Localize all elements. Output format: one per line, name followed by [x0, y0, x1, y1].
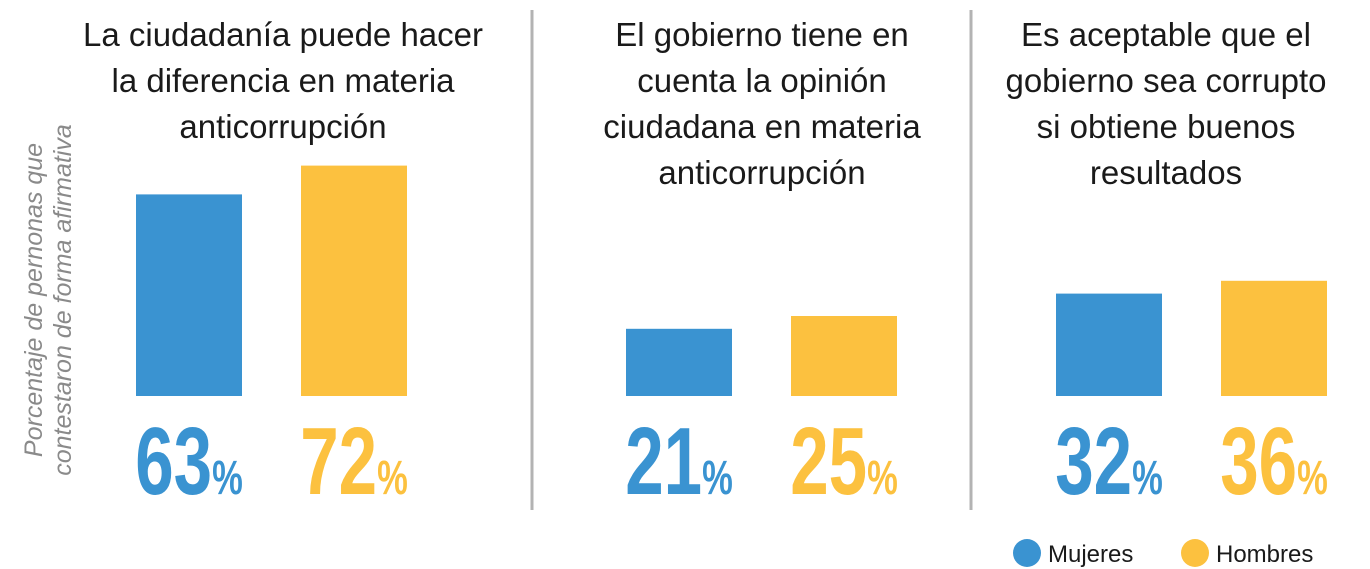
value-label: 36%: [1220, 407, 1328, 515]
value-label-group: 63%: [135, 407, 243, 515]
value-label-group: 25%: [790, 407, 898, 515]
legend-label: Hombres: [1216, 541, 1313, 568]
bar: [301, 165, 407, 396]
value-label: 63%: [135, 407, 243, 515]
y-axis-label: Porcentaje de pernonas que contestaron de…: [20, 124, 77, 476]
value-label: 72%: [300, 407, 408, 515]
bar: [136, 194, 242, 396]
panel-title-line: El gobierno tiene en: [615, 16, 909, 53]
y-label-line: Porcentaje de pernonas que: [20, 143, 48, 457]
bar: [791, 316, 897, 396]
panel-title-line: La ciudadanía puede hacer: [83, 16, 483, 53]
panel-title-line: Es aceptable que el: [1021, 16, 1311, 53]
value-label-group: 32%: [1055, 407, 1163, 515]
value-label-group: 72%: [300, 407, 408, 515]
panel-title-line: anticorrupción: [179, 108, 386, 145]
bar: [1221, 280, 1327, 396]
value-label: 25%: [790, 407, 898, 515]
legend-label: Mujeres: [1048, 541, 1133, 568]
legend-swatch: [1181, 539, 1209, 567]
value-label-group: 21%: [625, 407, 733, 515]
panel-title-line: la diferencia en materia: [111, 62, 455, 99]
value-label: 32%: [1055, 407, 1163, 515]
value-label-group: 36%: [1220, 407, 1328, 515]
legend-swatch: [1013, 539, 1041, 567]
bar: [1056, 293, 1162, 396]
panel-title-line: cuenta la opinión: [637, 62, 887, 99]
panel-title-line: gobierno sea corrupto: [1005, 62, 1326, 99]
panel-title-line: si obtiene buenos: [1037, 108, 1296, 145]
y-label-line: contestaron de forma afirmativa: [49, 124, 77, 476]
panel-title-line: ciudadana en materia: [603, 108, 921, 145]
panel-title-line: anticorrupción: [658, 154, 865, 191]
value-label: 21%: [625, 407, 733, 515]
bar: [626, 328, 732, 396]
panel-title-line: resultados: [1090, 154, 1242, 191]
